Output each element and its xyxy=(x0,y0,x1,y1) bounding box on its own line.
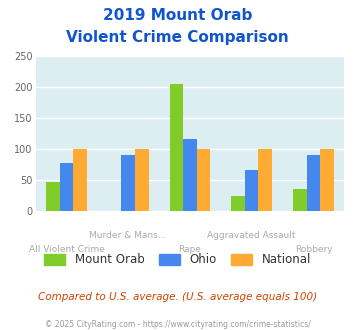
Bar xyxy=(183,139,197,211)
Bar xyxy=(231,196,245,211)
Bar xyxy=(320,149,334,211)
Text: Murder & Mans...: Murder & Mans... xyxy=(89,231,167,240)
Legend: Mount Orab, Ohio, National: Mount Orab, Ohio, National xyxy=(44,253,311,266)
Bar xyxy=(73,149,87,211)
Text: 2019 Mount Orab: 2019 Mount Orab xyxy=(103,8,252,23)
Bar xyxy=(258,149,272,211)
Bar xyxy=(293,189,307,211)
Bar xyxy=(307,155,320,211)
Bar xyxy=(121,155,135,211)
Bar xyxy=(46,182,60,211)
Bar xyxy=(60,163,73,211)
Bar xyxy=(245,170,258,211)
Text: Compared to U.S. average. (U.S. average equals 100): Compared to U.S. average. (U.S. average … xyxy=(38,292,317,302)
Text: © 2025 CityRating.com - https://www.cityrating.com/crime-statistics/: © 2025 CityRating.com - https://www.city… xyxy=(45,320,310,329)
Text: Rape: Rape xyxy=(179,245,201,253)
Text: Violent Crime Comparison: Violent Crime Comparison xyxy=(66,30,289,45)
Bar xyxy=(197,149,210,211)
Bar xyxy=(135,149,148,211)
Text: All Violent Crime: All Violent Crime xyxy=(28,245,104,253)
Text: Aggravated Assault: Aggravated Assault xyxy=(207,231,296,240)
Bar xyxy=(170,84,183,211)
Text: Robbery: Robbery xyxy=(295,245,332,253)
